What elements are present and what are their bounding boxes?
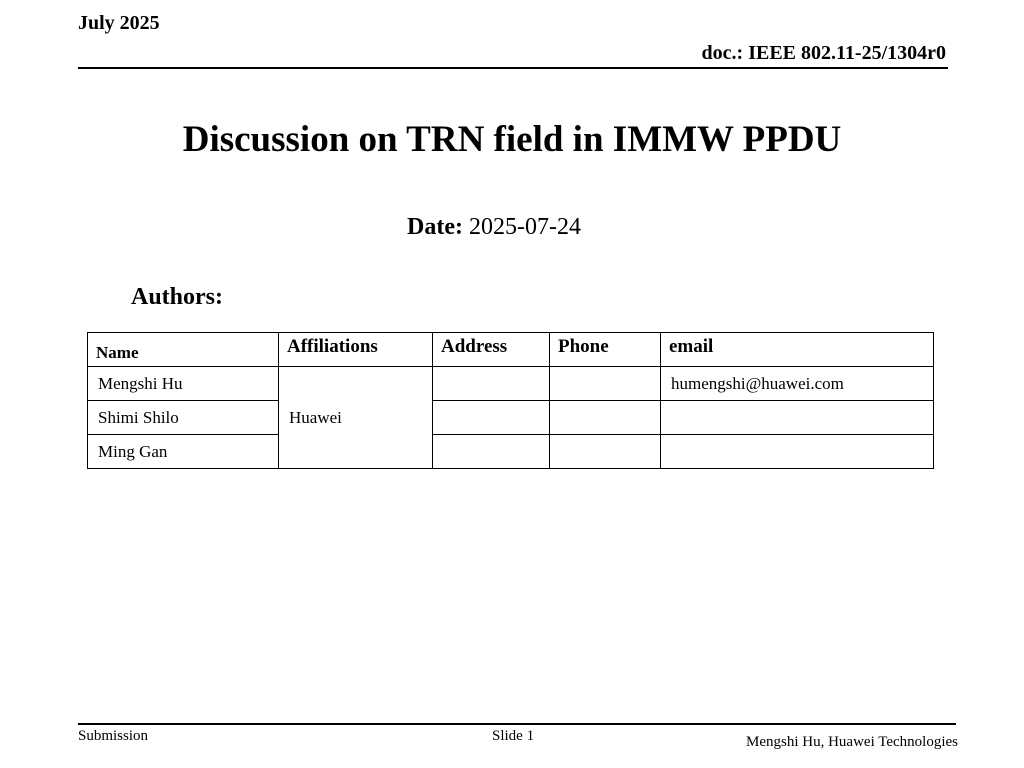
author-phone [549, 434, 661, 469]
footer-divider [78, 723, 956, 725]
footer-author: Mengshi Hu, Huawei Technologies [746, 734, 958, 750]
date-label: Date: [407, 214, 463, 240]
author-address [432, 434, 550, 469]
author-email [660, 434, 934, 469]
date-line: Date: 2025-07-24 [407, 214, 581, 241]
slide-title: Discussion on TRN field in IMMW PPDU [182, 119, 842, 160]
author-address [432, 400, 550, 435]
authors-label: Authors: [131, 284, 224, 310]
table-header-row: Name Affiliations Address Phone email [87, 332, 934, 367]
author-affiliation: Huawei [278, 366, 433, 469]
date-value: 2025-07-24 [468, 214, 581, 240]
table-row: Mengshi Hu Huawei humengshi@huawei.com [87, 366, 934, 469]
header-phone: Phone [549, 332, 661, 367]
author-name: Mengshi Hu [87, 366, 279, 401]
table-row: Shimi Shilo [87, 400, 934, 435]
header-name: Name [87, 332, 279, 367]
table-row: Ming Gan [87, 434, 934, 469]
author-name: Shimi Shilo [87, 400, 279, 435]
header-address: Address [432, 332, 550, 367]
author-name: Ming Gan [87, 434, 279, 469]
author-email [660, 400, 934, 435]
footer-submission: Submission [78, 728, 149, 744]
header-doc-id: doc.: IEEE 802.11-25/1304r0 [701, 42, 946, 64]
authors-table: Name Affiliations Address Phone email Me… [87, 332, 934, 469]
header-divider [78, 67, 948, 69]
author-address [432, 366, 550, 401]
author-phone [549, 400, 661, 435]
author-phone [549, 366, 661, 401]
header-date: July 2025 [78, 12, 160, 34]
author-email: humengshi@huawei.com [660, 366, 934, 401]
header-email: email [660, 332, 934, 367]
header-affiliations: Affiliations [278, 332, 433, 367]
slide-number: Slide 1 [492, 728, 535, 744]
